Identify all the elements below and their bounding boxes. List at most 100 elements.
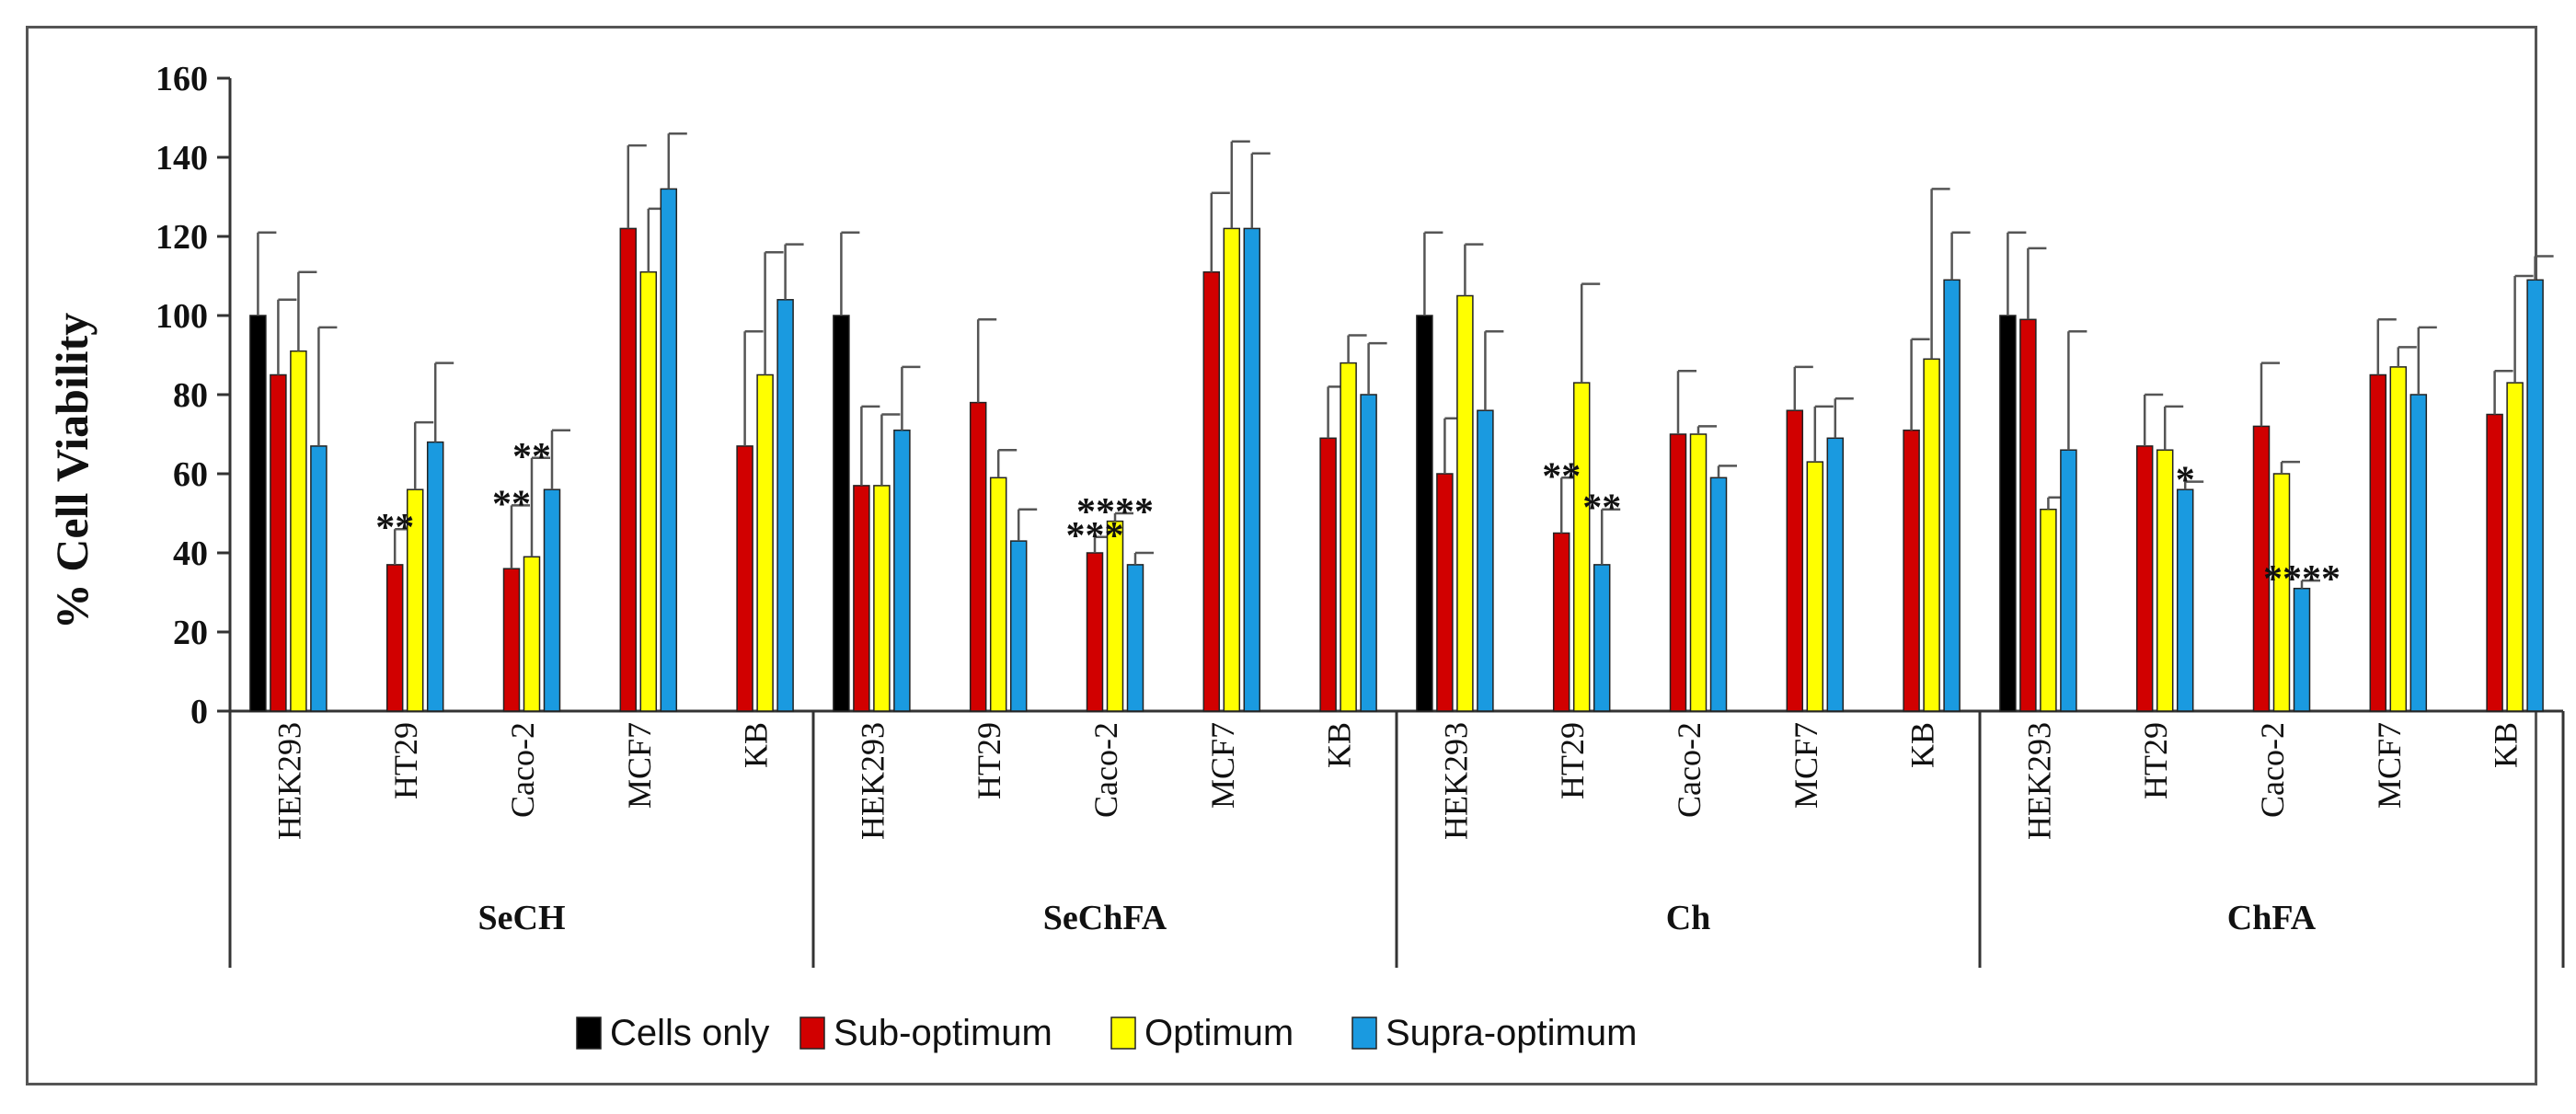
bar bbox=[1999, 315, 2017, 712]
bar bbox=[1689, 433, 1708, 712]
bar bbox=[756, 373, 774, 712]
category-label: Caco-2 bbox=[1087, 722, 1124, 818]
category-label: KB bbox=[1904, 722, 1941, 768]
bar bbox=[270, 373, 287, 712]
y-tick-label: 0 bbox=[190, 693, 208, 731]
category-label: MCF7 bbox=[1788, 722, 1824, 809]
bar bbox=[249, 315, 267, 712]
bar bbox=[1340, 362, 1357, 712]
significance-annotation: ** bbox=[492, 483, 531, 525]
legend-swatch bbox=[576, 1016, 602, 1050]
category-label: HT29 bbox=[1554, 722, 1591, 799]
legend-swatch bbox=[799, 1016, 825, 1050]
y-tick-label: 160 bbox=[155, 60, 208, 98]
bar bbox=[1416, 315, 1433, 712]
category-label: HEK293 bbox=[270, 722, 307, 840]
bar bbox=[1456, 294, 1474, 712]
significance-annotation: **** bbox=[2263, 558, 2340, 601]
significance-annotation: ** bbox=[375, 507, 414, 549]
bar bbox=[2060, 449, 2077, 712]
bar bbox=[502, 568, 521, 712]
legend-swatch bbox=[1110, 1016, 1136, 1050]
bar bbox=[1903, 429, 1920, 712]
bar bbox=[776, 299, 794, 712]
bar bbox=[893, 429, 911, 712]
bar bbox=[1943, 279, 1961, 712]
bar bbox=[2293, 587, 2311, 712]
bar bbox=[1786, 409, 1804, 712]
category-label: MCF7 bbox=[2371, 722, 2408, 809]
y-tick-label: 140 bbox=[155, 139, 208, 178]
bar bbox=[989, 477, 1007, 712]
bar bbox=[2040, 508, 2057, 712]
bar bbox=[1477, 409, 1494, 712]
bar bbox=[290, 350, 307, 712]
bar bbox=[2135, 445, 2154, 712]
bar bbox=[426, 441, 444, 712]
bar bbox=[1319, 437, 1337, 712]
bar bbox=[2369, 373, 2387, 712]
bar bbox=[1360, 394, 1377, 712]
category-label: HEK293 bbox=[854, 722, 891, 840]
bar bbox=[2409, 394, 2428, 712]
group-label: Ch bbox=[1666, 899, 1711, 937]
legend-label: Supra-optimum bbox=[1386, 1013, 1637, 1053]
bar bbox=[1923, 358, 1940, 712]
bar bbox=[1826, 437, 1845, 712]
y-axis-label: % Cell Viability bbox=[46, 313, 98, 629]
bar bbox=[660, 188, 678, 712]
bar bbox=[2389, 366, 2408, 712]
bar bbox=[2019, 318, 2037, 712]
bar bbox=[1806, 461, 1824, 712]
bar bbox=[523, 556, 541, 712]
legend-swatch bbox=[1351, 1016, 1377, 1050]
bar bbox=[310, 445, 328, 712]
plot-area: 0 20 40 60 80 100 120 140 160 HEK293 HT29 Caco-2 MCF… bbox=[155, 60, 2565, 968]
category-label: Caco-2 bbox=[1671, 722, 1708, 818]
bar bbox=[2526, 279, 2544, 712]
significance-annotation: * bbox=[2176, 460, 2195, 502]
bar bbox=[1086, 552, 1104, 712]
category-label: Caco-2 bbox=[2254, 722, 2291, 818]
category-label: MCF7 bbox=[621, 722, 658, 809]
bar bbox=[2156, 449, 2174, 712]
significance-annotation: ** bbox=[1542, 455, 1581, 498]
bar bbox=[1552, 532, 1570, 712]
category-label: MCF7 bbox=[1204, 722, 1241, 809]
bar bbox=[873, 485, 891, 712]
bar bbox=[2176, 488, 2194, 712]
bar bbox=[2486, 413, 2503, 712]
bar bbox=[543, 488, 561, 712]
category-label: Caco-2 bbox=[504, 722, 541, 818]
category-label: HT29 bbox=[2137, 722, 2174, 799]
y-tick-label: 120 bbox=[155, 218, 208, 257]
bar bbox=[619, 227, 638, 712]
bar bbox=[639, 270, 658, 712]
bar bbox=[1709, 477, 1728, 712]
category-label: KB bbox=[2488, 722, 2524, 768]
bar bbox=[1009, 540, 1028, 712]
bar bbox=[1572, 382, 1591, 712]
legend: Cells only Sub-optimum Optimum Supra-optimu… bbox=[576, 1013, 1637, 1053]
y-tick-label: 60 bbox=[173, 455, 208, 494]
bar bbox=[1126, 564, 1144, 712]
group-label: SeCH bbox=[478, 899, 566, 937]
category-label: HT29 bbox=[971, 722, 1007, 799]
bar bbox=[2506, 382, 2524, 712]
bar bbox=[1669, 433, 1687, 712]
significance-annotation: *** bbox=[1066, 515, 1124, 557]
y-tick-label: 100 bbox=[155, 297, 208, 336]
category-label: HT29 bbox=[387, 722, 424, 799]
bar bbox=[853, 485, 870, 712]
bar bbox=[833, 315, 850, 712]
y-tick-label: 20 bbox=[173, 614, 208, 652]
figure-frame bbox=[26, 26, 2537, 1085]
significance-annotation: ** bbox=[512, 436, 551, 478]
y-tick-label: 80 bbox=[173, 376, 208, 415]
bar bbox=[1243, 227, 1261, 712]
category-label: KB bbox=[738, 722, 775, 768]
legend-label: Optimum bbox=[1144, 1013, 1294, 1053]
bar bbox=[1223, 227, 1241, 712]
group-label: SeChFA bbox=[1043, 899, 1167, 937]
category-label: HEK293 bbox=[1437, 722, 1474, 840]
